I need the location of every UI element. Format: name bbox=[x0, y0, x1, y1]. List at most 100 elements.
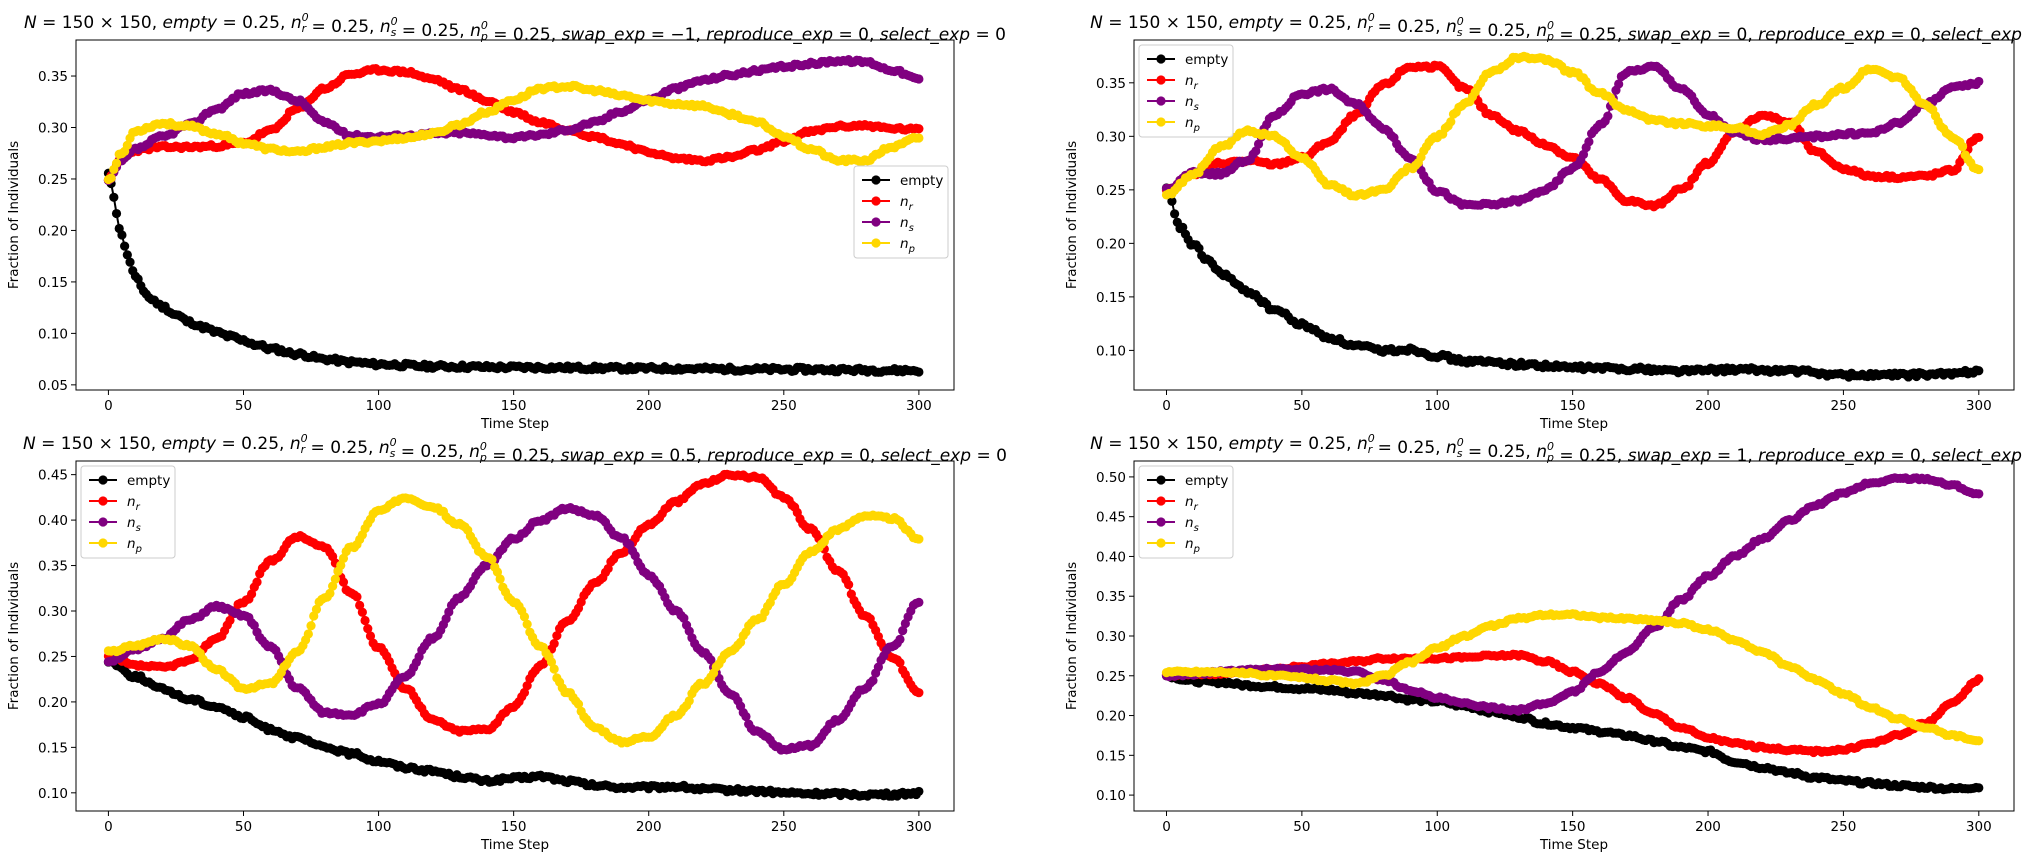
legend-marker bbox=[1156, 96, 1166, 106]
data-point bbox=[122, 140, 132, 150]
x-tick-label: 200 bbox=[636, 398, 662, 414]
y-tick-label: 0.20 bbox=[38, 695, 68, 711]
x-tick-label: 200 bbox=[1695, 398, 1721, 414]
legend-box bbox=[853, 165, 949, 259]
axes-frame bbox=[1133, 39, 2015, 391]
data-point bbox=[1974, 489, 1984, 499]
data-point bbox=[106, 173, 116, 183]
legend-label: ns bbox=[900, 215, 914, 234]
x-tick-label: 200 bbox=[636, 819, 662, 835]
data-point bbox=[914, 133, 924, 143]
legend-label: empty bbox=[1185, 52, 1228, 68]
y-tick-label: 0.35 bbox=[38, 69, 68, 85]
data-point bbox=[844, 580, 854, 590]
subplot-3: N = 150 × 150, empty = 0.25, n0 r = 0.25,… bbox=[6, 432, 1007, 853]
data-point bbox=[1251, 146, 1261, 156]
x-tick-label: 300 bbox=[1966, 398, 1992, 414]
y-tick-label: 0.30 bbox=[38, 121, 68, 137]
y-tick-label: 0.25 bbox=[38, 649, 68, 665]
legend-marker bbox=[1156, 54, 1166, 64]
x-tick-label: 50 bbox=[1293, 819, 1310, 835]
subplot-4: N = 150 × 150, empty = 0.25, n0 r = 0.25,… bbox=[1064, 432, 2028, 853]
x-tick-label: 300 bbox=[906, 398, 932, 414]
x-tick-label: 0 bbox=[1162, 398, 1171, 414]
data-point bbox=[914, 124, 924, 134]
data-point bbox=[352, 592, 362, 602]
series-empty bbox=[1161, 183, 1984, 382]
x-tick-label: 250 bbox=[1831, 398, 1857, 414]
y-tick-label: 0.15 bbox=[38, 275, 68, 291]
data-point bbox=[914, 74, 924, 84]
data-point bbox=[1614, 79, 1624, 89]
legend-marker bbox=[871, 175, 881, 185]
subplot-1: N = 150 × 150, empty = 0.25, n0 r = 0.25,… bbox=[6, 11, 1006, 432]
y-tick-label: 0.35 bbox=[1096, 76, 1126, 92]
y-axis-label: Fraction of Individuals bbox=[6, 562, 22, 710]
legend-marker bbox=[1156, 117, 1166, 127]
y-tick-label: 0.30 bbox=[1096, 129, 1126, 145]
data-point bbox=[303, 629, 313, 639]
data-point bbox=[1446, 117, 1456, 127]
series-line bbox=[107, 58, 920, 182]
data-point bbox=[1974, 132, 1984, 143]
legend-marker bbox=[98, 538, 108, 548]
data-point bbox=[1584, 137, 1594, 147]
x-tick-label: 50 bbox=[235, 398, 252, 414]
data-point bbox=[895, 634, 905, 644]
y-tick-label: 0.10 bbox=[38, 326, 68, 342]
x-tick-label: 0 bbox=[1162, 819, 1171, 835]
x-tick-label: 100 bbox=[1424, 398, 1450, 414]
y-tick-label: 0.20 bbox=[1096, 236, 1126, 252]
legend-marker bbox=[98, 496, 108, 506]
x-tick-label: 50 bbox=[235, 819, 252, 835]
legend-label: np bbox=[900, 236, 915, 255]
data-point bbox=[1194, 243, 1204, 253]
x-tick-label: 150 bbox=[501, 398, 527, 414]
series-n-r bbox=[103, 64, 924, 185]
x-tick-label: 100 bbox=[1424, 819, 1450, 835]
data-point bbox=[111, 208, 122, 219]
legend-marker bbox=[871, 196, 881, 206]
series-n-s bbox=[103, 55, 924, 186]
data-point bbox=[914, 367, 924, 377]
data-point bbox=[1974, 76, 1984, 87]
series-line bbox=[1165, 187, 1980, 379]
data-point bbox=[306, 621, 316, 631]
legend-label: empty bbox=[127, 473, 170, 489]
data-point bbox=[1974, 674, 1984, 684]
data-point bbox=[111, 158, 122, 168]
legend-marker bbox=[98, 517, 108, 527]
legend-label: empty bbox=[900, 173, 943, 189]
data-point bbox=[1974, 736, 1984, 746]
data-point bbox=[1957, 142, 1968, 152]
subplot-2: N = 150 × 150, empty = 0.25, n0 r = 0.25,… bbox=[1064, 11, 2028, 432]
y-tick-label: 0.05 bbox=[38, 378, 68, 394]
x-tick-label: 0 bbox=[104, 398, 113, 414]
x-axis-label: Time Step bbox=[1539, 416, 1608, 432]
y-tick-label: 0.25 bbox=[38, 172, 68, 188]
series-empty bbox=[103, 168, 924, 377]
y-tick-label: 0.35 bbox=[38, 559, 68, 575]
legend: empty nr ns np bbox=[853, 165, 949, 259]
data-point bbox=[357, 607, 367, 617]
legend-label: nr bbox=[900, 194, 914, 213]
data-point bbox=[252, 577, 262, 587]
data-point bbox=[122, 250, 132, 260]
x-tick-label: 100 bbox=[366, 398, 392, 414]
y-tick-label: 0.20 bbox=[38, 223, 68, 239]
data-point bbox=[1578, 149, 1589, 160]
data-point bbox=[1170, 209, 1180, 219]
x-tick-label: 100 bbox=[366, 819, 392, 835]
legend-marker bbox=[98, 475, 108, 485]
series-line bbox=[107, 172, 920, 374]
data-point bbox=[914, 534, 924, 544]
data-point bbox=[914, 786, 924, 797]
x-tick-label: 0 bbox=[104, 819, 113, 835]
legend-marker bbox=[871, 217, 881, 227]
y-axis-label: Fraction of Individuals bbox=[6, 141, 22, 289]
series-n-p bbox=[103, 80, 924, 185]
y-tick-label: 0.15 bbox=[1096, 290, 1126, 306]
x-tick-label: 150 bbox=[1560, 398, 1586, 414]
